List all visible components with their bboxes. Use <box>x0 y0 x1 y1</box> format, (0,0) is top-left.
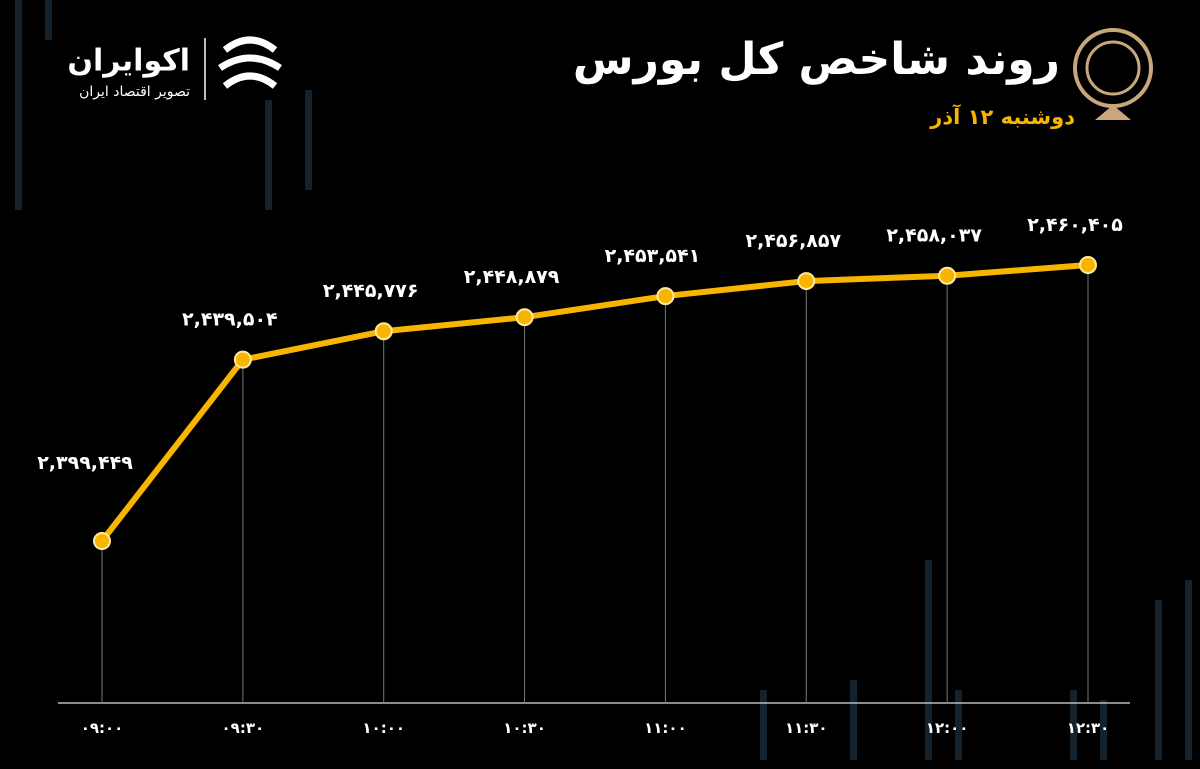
x-tick-label: ۱۱:۰۰ <box>644 719 687 737</box>
data-point <box>374 322 393 341</box>
x-tick-label: ۰۹:۳۰ <box>222 719 265 737</box>
value-label: ۲,۴۶۰,۴۰۵ <box>1027 214 1123 236</box>
data-point <box>1079 256 1097 274</box>
value-label: ۲,۴۴۵,۷۷۶ <box>323 280 419 302</box>
x-tick-label: ۱۰:۳۰ <box>503 719 546 737</box>
data-point <box>233 350 252 369</box>
x-tick-label: ۰۹:۰۰ <box>81 719 124 737</box>
data-point <box>938 266 957 285</box>
brand-logo <box>218 36 282 89</box>
chart-subtitle: دوشنبه ۱۲ آذر <box>929 104 1075 129</box>
background-bars <box>15 0 1192 760</box>
brand-tagline: تصویر اقتصاد ایران <box>79 84 190 100</box>
brand-name: اکوایران <box>67 44 190 79</box>
value-label: ۲,۴۵۳,۵۴۱ <box>605 245 701 267</box>
x-tick-label: ۱۰:۰۰ <box>362 719 405 737</box>
data-point <box>515 308 534 327</box>
x-tick-label: ۱۲:۳۰ <box>1067 719 1110 737</box>
value-label: ۲,۴۵۸,۰۳۷ <box>886 225 982 247</box>
data-point <box>656 287 675 306</box>
data-point <box>93 532 111 550</box>
value-label: ۲,۴۴۸,۸۷۹ <box>464 266 560 288</box>
value-label: ۲,۳۹۹,۴۴۹ <box>37 452 133 474</box>
value-label: ۲,۴۳۹,۵۰۴ <box>182 309 278 331</box>
data-line <box>99 262 1089 543</box>
value-label: ۲,۴۵۶,۸۵۷ <box>745 230 841 252</box>
exchange-logo <box>1073 28 1153 120</box>
data-point <box>797 272 816 291</box>
chart-title: روند شاخص کل بورس <box>573 34 1060 85</box>
x-tick-label: ۱۲:۰۰ <box>926 719 969 737</box>
x-tick-label: ۱۱:۳۰ <box>785 719 828 737</box>
